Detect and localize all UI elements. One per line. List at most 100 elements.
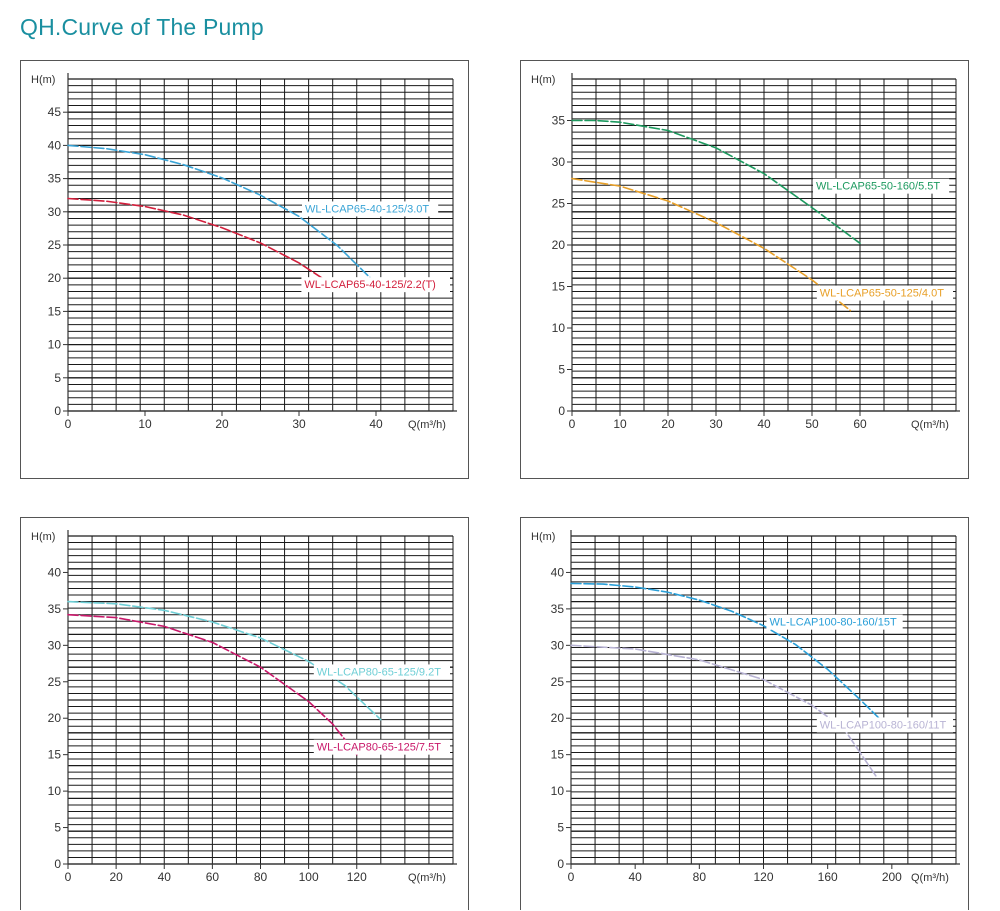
- chart1-y-tick-label: 30: [48, 205, 62, 219]
- chart3-y-tick-label: 10: [48, 784, 62, 798]
- chart2-y-tick-label: 25: [552, 197, 566, 211]
- chart1-y-tick-label: 25: [48, 238, 62, 252]
- chart4-series-label-1: WL-LCAP100-80-160/15T: [766, 614, 903, 630]
- chart3-series-line-2: [67, 613, 358, 756]
- chart4-series-label-bg: [816, 717, 953, 733]
- chart3-x-tick-label: 100: [299, 870, 319, 884]
- chart2-y-axis-label: H(m): [531, 74, 555, 86]
- chart1-y-tick-label: 45: [48, 105, 62, 119]
- chart3-y-tick-label: 0: [54, 857, 61, 871]
- chart4-y-tick-label: 10: [551, 784, 565, 798]
- chart4-x-tick-label: 0: [568, 870, 575, 884]
- chart1-series-label-bg: [301, 277, 450, 293]
- chart3-series-label-bg: [313, 664, 450, 680]
- chart2-y-tick-label: 5: [558, 363, 565, 377]
- chart4-x-tick-label: 80: [693, 870, 707, 884]
- chart3-series-label-2: WL-LCAP80-65-125/7.5T: [313, 739, 450, 755]
- chart2-y-tick-label: 35: [552, 114, 566, 128]
- chart-panel-1: 0 5 10 15 20 25 30 35 40 45 0 10 20 30 40 H(m) Q(m³/h) WL…: [20, 60, 469, 479]
- chart4-series-label-bg: [766, 614, 903, 630]
- chart4-x-tick-label: 200: [882, 870, 902, 884]
- chart4-y-tick-label: 25: [551, 675, 565, 689]
- chart2-x-tick-label: 60: [853, 417, 867, 431]
- chart2-series-label-text: WL-LCAP65-50-160/5.5T: [816, 181, 940, 193]
- chart1-series-line-1: [67, 144, 377, 285]
- chart3-series-label-text: WL-LCAP80-65-125/9.2T: [317, 666, 441, 678]
- chart4-series-label-text: WL-LCAP100-80-160/11T: [820, 719, 947, 731]
- pump-curve-chart-2: 0 5 10 15 20 25 30 35 0 10 20 30 40 50 60 H(m) Q(m³/h) WL…: [531, 73, 960, 431]
- chart1-series-label-text: WL-LCAP65-40-125/2.2(T): [304, 279, 435, 291]
- chart1-x-axis-label: Q(m³/h): [408, 419, 446, 431]
- chart1-series-label-text: WL-LCAP65-40-125/3.0T: [305, 203, 429, 215]
- chart1-y-tick-label: 40: [48, 138, 62, 152]
- chart2-series-line-1: [571, 119, 861, 245]
- chart3-x-tick-label: 80: [254, 870, 268, 884]
- pump-curve-chart-1: 0 5 10 15 20 25 30 35 40 45 0 10 20 30 40 H(m) Q(m³/h) WL…: [31, 73, 457, 431]
- chart2-x-tick-label: 40: [757, 417, 771, 431]
- chart4-x-axis-label: Q(m³/h): [911, 872, 949, 884]
- chart-panel-3: 0 5 10 15 20 25 30 35 40 0 20 40 60 80 100 120 H(m) Q(m³/…: [20, 517, 469, 910]
- chart4-y-tick-label: 40: [551, 565, 565, 579]
- chart2-y-tick-label: 30: [552, 155, 566, 169]
- chart3-x-tick-label: 0: [65, 870, 72, 884]
- chart1-series-line-2: [67, 197, 339, 289]
- chart2-x-tick-label: 30: [709, 417, 723, 431]
- chart1-y-tick-label: 10: [48, 338, 62, 352]
- chart3-y-tick-label: 25: [48, 675, 62, 689]
- chart4-y-tick-label: 0: [557, 857, 564, 871]
- chart3-series-label-1: WL-LCAP80-65-125/9.2T: [313, 664, 450, 680]
- chart4-y-axis-label: H(m): [531, 531, 555, 543]
- chart3-x-axis-label: Q(m³/h): [408, 872, 446, 884]
- chart2-y-tick-label: 20: [552, 238, 566, 252]
- chart3-y-tick-label: 5: [54, 821, 61, 835]
- chart4-y-tick-label: 5: [557, 821, 564, 835]
- chart3-x-tick-label: 40: [158, 870, 172, 884]
- chart3-y-tick-label: 20: [48, 711, 62, 725]
- chart1-series-label-1: WL-LCAP65-40-125/3.0T: [302, 201, 439, 217]
- chart3-y-tick-label: 40: [48, 565, 62, 579]
- chart1-x-tick-label: 30: [292, 417, 306, 431]
- chart2-series-label-text: WL-LCAP65-50-125/4.0T: [820, 288, 944, 300]
- chart4-series-label-2: WL-LCAP100-80-160/11T: [816, 717, 953, 733]
- chart2-series-label-2: WL-LCAP65-50-125/4.0T: [816, 285, 953, 301]
- chart3-x-tick-label: 120: [347, 870, 367, 884]
- chart2-y-tick-label: 0: [558, 404, 565, 418]
- chart3-y-tick-label: 35: [48, 602, 62, 616]
- chart1-x-tick-label: 10: [138, 417, 152, 431]
- chart-panel-2: 0 5 10 15 20 25 30 35 0 10 20 30 40 50 60 H(m) Q(m³/h) WL…: [520, 60, 969, 479]
- chart2-series-label-bg: [816, 285, 953, 301]
- chart1-series-label-2: WL-LCAP65-40-125/2.2(T): [301, 277, 450, 293]
- chart3-y-tick-label: 30: [48, 638, 62, 652]
- chart3-x-tick-label: 20: [109, 870, 123, 884]
- chart3-x-tick-label: 60: [206, 870, 220, 884]
- chart3-y-axis-label: H(m): [31, 531, 55, 543]
- chart4-y-tick-label: 30: [551, 638, 565, 652]
- chart1-y-tick-label: 5: [54, 371, 61, 385]
- chart3-series-label-text: WL-LCAP80-65-125/7.5T: [317, 742, 441, 754]
- chart1-y-tick-label: 15: [48, 304, 62, 318]
- chart4-y-tick-label: 20: [551, 711, 565, 725]
- chart2-x-tick-label: 20: [661, 417, 675, 431]
- chart3-series-line-1: [67, 600, 382, 721]
- chart-panel-4: 0 5 10 15 20 25 30 35 40 0 40 80 120 160 200 H(m) Q(m³/h…: [520, 517, 969, 910]
- chart3-y-tick-label: 15: [48, 748, 62, 762]
- chart1-x-tick-label: 40: [369, 417, 383, 431]
- chart4-series-line-1: [570, 582, 893, 732]
- chart2-series-line-2: [571, 177, 852, 312]
- chart4-x-tick-label: 120: [753, 870, 773, 884]
- pump-curve-chart-3: 0 5 10 15 20 25 30 35 40 0 20 40 60 80 100 120 H(m) Q(m³/…: [31, 530, 457, 884]
- chart2-grid: [571, 78, 957, 412]
- chart3-series-label-bg: [313, 739, 450, 755]
- chart1-y-tick-label: 0: [54, 404, 61, 418]
- chart1-series-label-bg: [302, 201, 439, 217]
- chart4-grid: [570, 535, 957, 865]
- chart1-y-axis-label: H(m): [31, 74, 55, 86]
- chart4-series-label-text: WL-LCAP100-80-160/15T: [770, 617, 897, 629]
- chart2-series-label-1: WL-LCAP65-50-160/5.5T: [813, 178, 950, 194]
- chart1-y-tick-label: 20: [48, 271, 62, 285]
- chart1-x-tick-label: 0: [65, 417, 72, 431]
- chart2-x-tick-label: 10: [613, 417, 627, 431]
- chart1-y-tick-label: 35: [48, 172, 62, 186]
- chart4-x-tick-label: 40: [628, 870, 642, 884]
- chart1-x-tick-label: 20: [215, 417, 229, 431]
